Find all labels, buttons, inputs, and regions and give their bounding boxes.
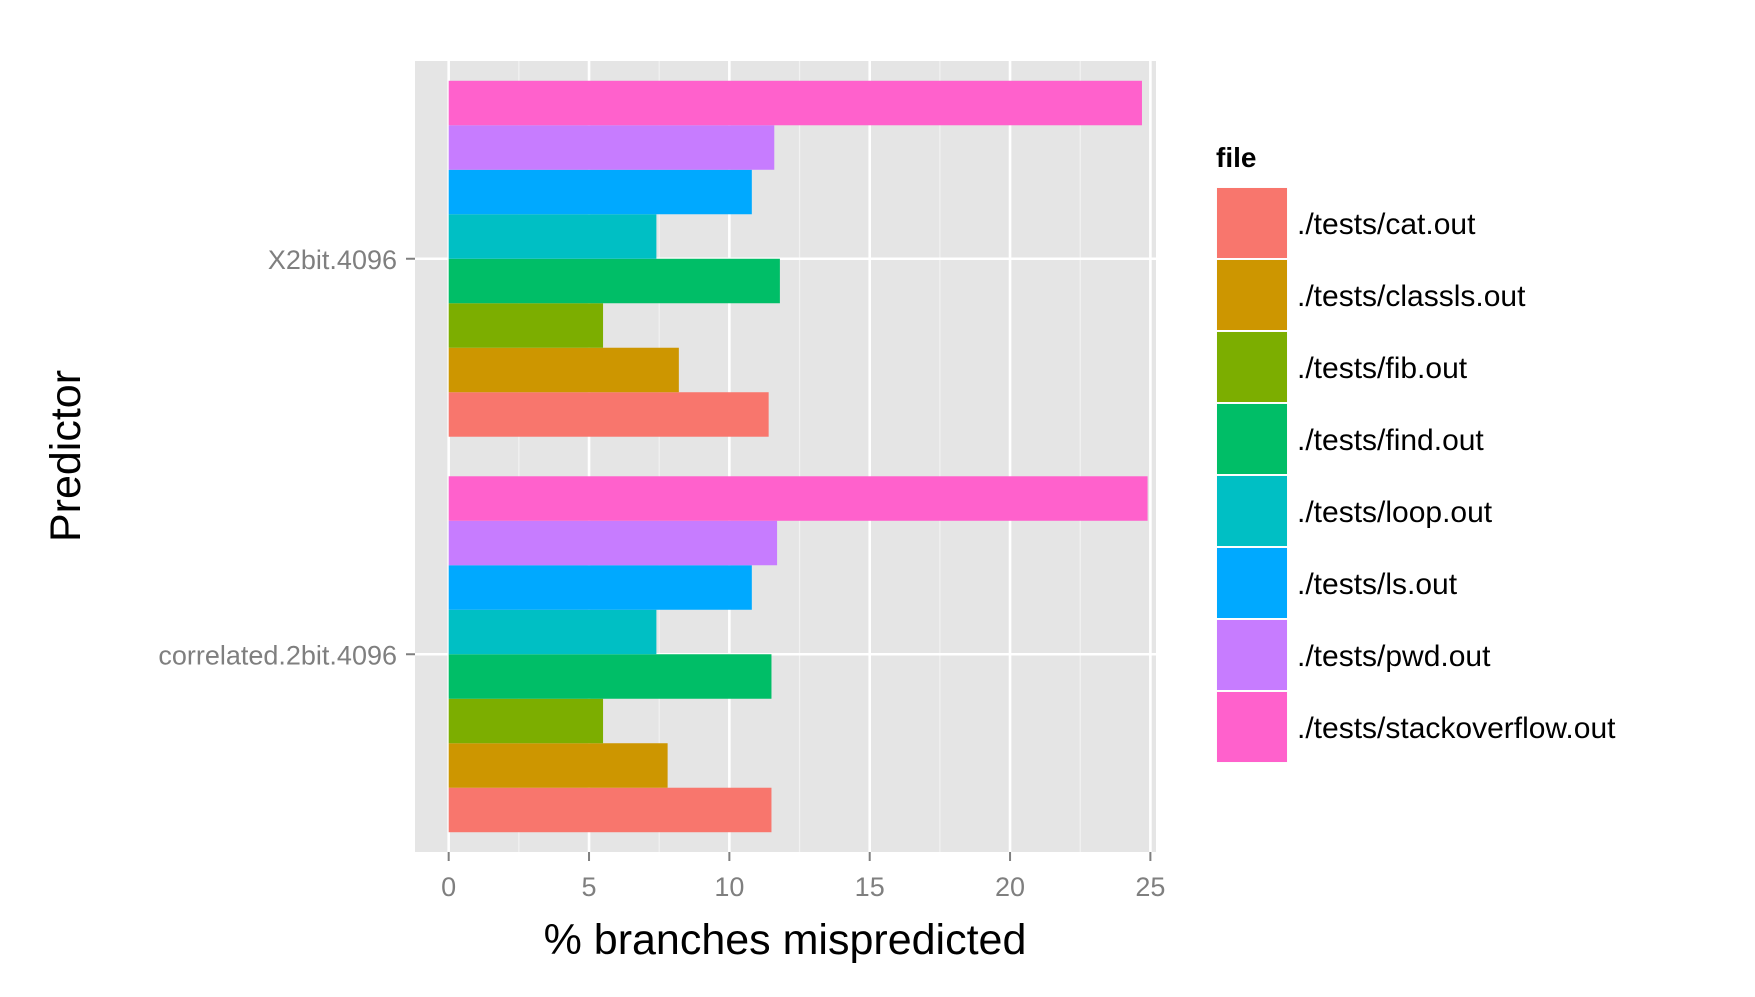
legend: file ./tests/cat.out ./tests/classls.out.… (1215, 142, 1616, 764)
legend-swatch (1217, 188, 1287, 258)
legend-item-label: ./tests/cat.out (1297, 208, 1476, 241)
bar (448, 392, 769, 437)
bar (448, 214, 657, 259)
legend-swatch (1217, 620, 1287, 690)
x-tick-label: 10 (714, 872, 744, 902)
legend-item-label: ./tests/fib.out (1297, 352, 1468, 385)
x-tick-label: 15 (855, 872, 885, 902)
bar (448, 520, 778, 566)
y-tick-label: correlated.2bit.4096 (158, 640, 397, 670)
x-axis-title: % branches mispredicted (544, 916, 1027, 964)
legend-item-label: ./tests/classls.out (1297, 280, 1526, 313)
bar (448, 476, 1148, 521)
bar (448, 169, 752, 215)
bar (448, 80, 1142, 126)
x-tick-label: 0 (441, 872, 456, 902)
legend-swatch (1217, 692, 1287, 762)
x-tick-label: 25 (1135, 872, 1165, 902)
x-tick-label: 5 (582, 872, 597, 902)
bar (448, 609, 657, 655)
y-axis: correlated.2bit.4096 X2bit.4096 (158, 245, 415, 670)
x-axis: 0 5 10 15 20 25 (441, 852, 1165, 902)
bar (448, 125, 775, 170)
legend-swatch (1217, 404, 1287, 474)
y-axis-title: Predictor (42, 370, 90, 542)
legend-item-label: ./tests/loop.out (1297, 496, 1493, 529)
legend-swatch (1217, 332, 1287, 402)
bar (448, 303, 604, 348)
bar (448, 654, 772, 699)
y-tick-label: X2bit.4096 (268, 245, 397, 275)
legend-item-label: ./tests/find.out (1297, 424, 1484, 457)
legend-item-label: ./tests/ls.out (1297, 568, 1458, 601)
bar (448, 698, 604, 744)
legend-swatch (1217, 260, 1287, 330)
bar (448, 347, 679, 393)
legend-item-label: ./tests/pwd.out (1297, 640, 1491, 673)
legend-title: file (1216, 142, 1256, 173)
bars (448, 80, 1148, 833)
x-tick-label: 20 (995, 872, 1025, 902)
legend-item-label: ./tests/stackoverflow.out (1297, 712, 1616, 745)
bar (448, 787, 772, 833)
legend-swatch (1217, 476, 1287, 546)
bar (448, 743, 668, 788)
legend-swatch (1217, 548, 1287, 618)
bar (448, 565, 752, 610)
bar (448, 258, 780, 304)
